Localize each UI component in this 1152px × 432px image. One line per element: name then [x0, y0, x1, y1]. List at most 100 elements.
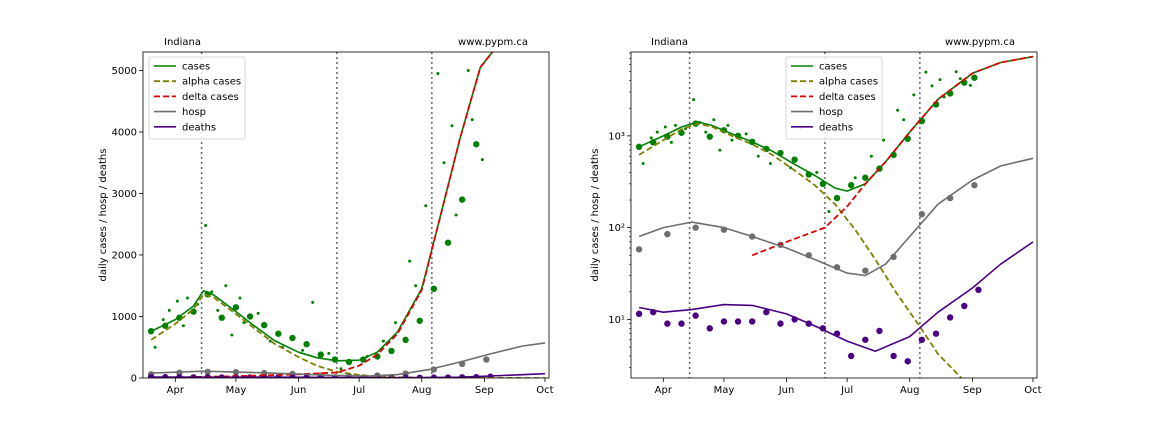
right-deaths-point: [918, 336, 926, 343]
right-deaths-point: [734, 318, 742, 325]
left-axes-frame: [142, 51, 550, 379]
left-cases-point: [473, 141, 480, 148]
left-cases-daily-point: [381, 339, 385, 343]
right-cases-daily-point: [954, 70, 958, 74]
right-cases-daily-point: [938, 78, 942, 82]
left-region-label: Indiana: [164, 37, 201, 48]
right-deaths-point: [890, 352, 897, 360]
right-hosp-point: [635, 246, 643, 253]
left-cases-daily-point: [442, 161, 446, 165]
right-x-tick-label: Jun: [778, 385, 795, 396]
right-y-tick-label: 10²: [608, 223, 625, 234]
right-cases-daily-point: [958, 77, 962, 81]
right-cases-point: [862, 174, 869, 181]
left-x-tick-label: Jul: [352, 385, 365, 396]
left-hosp-point: [483, 356, 490, 363]
right-chart: Apr May Jun Jul Aug Sep Oct 10¹ 10² 10³ cases alpha…: [590, 37, 1042, 396]
left-y-tick-label: 1000: [112, 312, 137, 323]
left-cases-daily-point: [181, 324, 185, 328]
right-deaths-point: [748, 318, 756, 325]
left-cases-daily-point: [436, 72, 440, 76]
right-hosp-line: [638, 157, 1034, 277]
right-cases-daily-point: [968, 83, 972, 87]
right-cases-point: [971, 74, 978, 81]
left-cases-daily-point: [238, 296, 242, 300]
right-y-axis-title: daily cases / hosp / deaths: [590, 149, 601, 282]
left-cases-point: [430, 285, 438, 293]
right-cases-daily-point: [730, 138, 734, 142]
left-cases-daily-point: [327, 351, 331, 355]
right-cases-daily-point: [669, 140, 673, 144]
left-cases-daily-point: [393, 321, 397, 325]
left-source-label: www.pypm.ca: [458, 37, 528, 48]
right-x-tick-label: Aug: [900, 385, 920, 396]
right-hosp-point: [890, 253, 897, 261]
right-deaths-point: [862, 336, 869, 343]
left-x-tick-label: Jun: [290, 385, 307, 396]
right-region-label: Indiana: [651, 37, 688, 48]
left-cases-daily-point: [480, 158, 484, 162]
right-deaths-point: [678, 320, 685, 327]
right-cases-daily-point: [924, 70, 928, 74]
right-alpha-cases-line: [638, 122, 963, 378]
right-cases-daily-point: [756, 154, 760, 158]
right-cases-daily-point: [912, 93, 916, 97]
left-cases-point: [388, 347, 395, 355]
left-x-tick-label: Sep: [475, 385, 494, 396]
right-cases-daily-point: [655, 130, 659, 134]
right-cases-daily-point: [930, 84, 934, 88]
right-cases-point: [847, 182, 855, 189]
left-cases-daily-point: [414, 284, 418, 288]
right-legend-label-delta-cases: delta cases: [819, 92, 876, 103]
right-cases-point: [833, 194, 841, 202]
left-cases-point: [260, 321, 268, 329]
left-y-tick-label: 2000: [112, 250, 137, 261]
right-legend-label-deaths: deaths: [819, 122, 853, 133]
right-hosp-point: [918, 211, 926, 218]
right-plot-layer: Apr May Jun Jul Aug Sep Oct 10¹ 10² 10³ cases alpha…: [608, 51, 1042, 396]
left-cases-daily-point: [210, 290, 214, 294]
right-legend-label-alpha-cases: alpha cases: [819, 77, 878, 88]
left-cases-daily-point: [424, 204, 428, 208]
right-hosp-point: [664, 230, 671, 238]
right-legend-label-cases: cases: [819, 62, 847, 73]
left-cases-point: [289, 334, 296, 342]
left-y-tick-label: 0: [131, 374, 137, 385]
left-cases-daily-point: [256, 311, 260, 315]
right-cases-daily-point: [827, 209, 831, 213]
left-cases-daily-point: [470, 118, 474, 122]
right-x-tick-label: Apr: [655, 385, 673, 396]
right-cases-daily-point: [768, 161, 772, 165]
right-axes-frame: [630, 51, 1038, 379]
left-cases-point: [303, 340, 310, 348]
right-deaths-point: [961, 302, 968, 310]
right-deaths-point: [664, 320, 671, 327]
right-x-tick-label: May: [714, 385, 735, 396]
right-cases-daily-point: [641, 161, 645, 165]
right-cases-daily-point: [718, 148, 722, 152]
left-cases-daily-point: [454, 213, 458, 217]
right-deaths-point: [635, 310, 643, 318]
left-legend-label-delta-cases: delta cases: [182, 92, 239, 103]
left-cases-point: [232, 304, 240, 311]
left-cases-daily-point: [224, 284, 228, 288]
right-cases-daily-point: [881, 138, 885, 142]
right-cases-daily-point: [663, 125, 667, 129]
left-cases-daily-point: [311, 300, 315, 304]
right-x-tick-label: Oct: [1024, 385, 1041, 396]
right-deaths-point: [876, 327, 883, 335]
right-cases-daily-point: [902, 118, 906, 122]
left-x-tick-label: May: [226, 385, 247, 396]
right-deaths-point: [777, 320, 784, 327]
right-deaths-point: [932, 330, 940, 337]
left-x-tick-label: Oct: [536, 385, 553, 396]
right-x-tick-label: Sep: [963, 385, 982, 396]
left-cases-daily-point: [230, 333, 234, 337]
left-cases-daily-point: [175, 299, 179, 303]
left-cases-point: [218, 314, 225, 321]
left-cases-point: [416, 317, 423, 324]
left-legend-label-cases: cases: [182, 62, 210, 73]
left-cases-point: [317, 351, 324, 358]
